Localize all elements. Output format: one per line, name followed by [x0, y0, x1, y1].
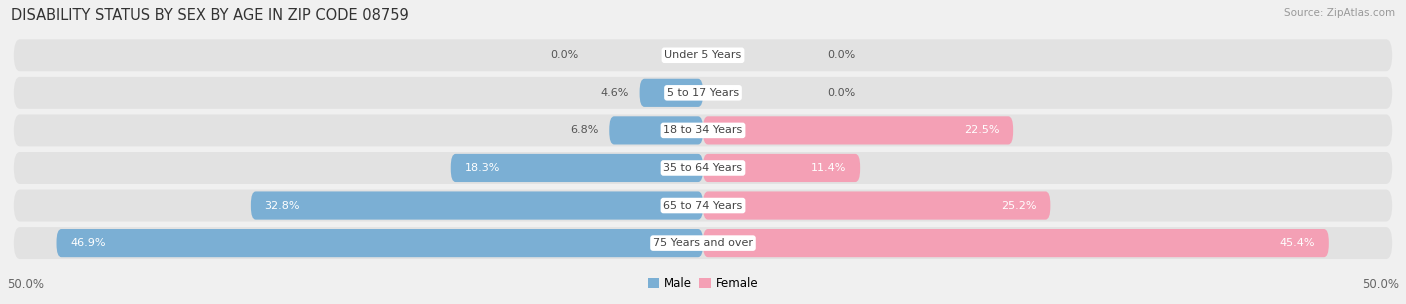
Text: 11.4%: 11.4%: [811, 163, 846, 173]
Text: 18 to 34 Years: 18 to 34 Years: [664, 125, 742, 135]
Text: 4.6%: 4.6%: [600, 88, 628, 98]
FancyBboxPatch shape: [14, 114, 1392, 146]
FancyBboxPatch shape: [14, 190, 1392, 222]
Text: 32.8%: 32.8%: [264, 201, 299, 211]
Text: 50.0%: 50.0%: [1362, 278, 1399, 291]
Text: 18.3%: 18.3%: [464, 163, 501, 173]
FancyBboxPatch shape: [14, 227, 1392, 259]
Text: 0.0%: 0.0%: [551, 50, 579, 60]
FancyBboxPatch shape: [703, 229, 1329, 257]
Text: 65 to 74 Years: 65 to 74 Years: [664, 201, 742, 211]
FancyBboxPatch shape: [703, 116, 1014, 144]
FancyBboxPatch shape: [703, 192, 1050, 219]
FancyBboxPatch shape: [451, 154, 703, 182]
Text: Under 5 Years: Under 5 Years: [665, 50, 741, 60]
FancyBboxPatch shape: [14, 39, 1392, 71]
FancyBboxPatch shape: [250, 192, 703, 219]
FancyBboxPatch shape: [703, 154, 860, 182]
Legend: Male, Female: Male, Female: [643, 273, 763, 295]
Text: 50.0%: 50.0%: [7, 278, 44, 291]
Text: 0.0%: 0.0%: [827, 50, 855, 60]
Text: 35 to 64 Years: 35 to 64 Years: [664, 163, 742, 173]
FancyBboxPatch shape: [14, 77, 1392, 109]
Text: 0.0%: 0.0%: [827, 88, 855, 98]
FancyBboxPatch shape: [640, 79, 703, 107]
Text: 46.9%: 46.9%: [70, 238, 105, 248]
FancyBboxPatch shape: [14, 152, 1392, 184]
Text: 5 to 17 Years: 5 to 17 Years: [666, 88, 740, 98]
Text: 25.2%: 25.2%: [1001, 201, 1036, 211]
FancyBboxPatch shape: [56, 229, 703, 257]
Text: Source: ZipAtlas.com: Source: ZipAtlas.com: [1284, 8, 1395, 18]
FancyBboxPatch shape: [609, 116, 703, 144]
Text: 75 Years and over: 75 Years and over: [652, 238, 754, 248]
Text: DISABILITY STATUS BY SEX BY AGE IN ZIP CODE 08759: DISABILITY STATUS BY SEX BY AGE IN ZIP C…: [11, 8, 409, 22]
Text: 6.8%: 6.8%: [569, 125, 598, 135]
Text: 22.5%: 22.5%: [965, 125, 1000, 135]
Text: 45.4%: 45.4%: [1279, 238, 1315, 248]
